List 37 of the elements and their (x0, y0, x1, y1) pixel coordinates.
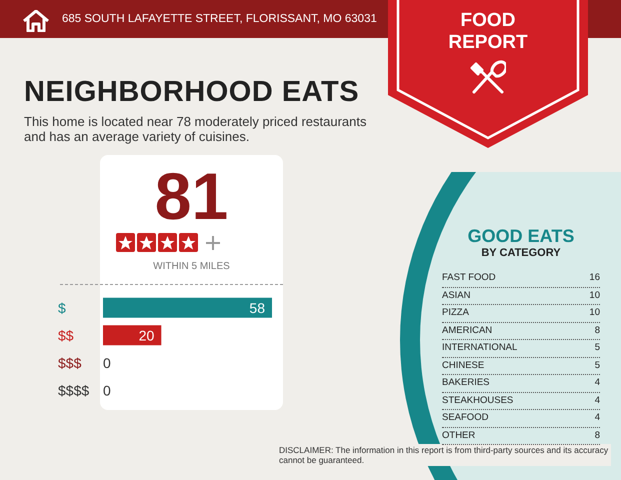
category-label: STEAKHOUSES (442, 394, 514, 408)
data-label: 10 (589, 306, 600, 320)
chart-title: NEIGHBORHOOD EATS (24, 76, 360, 109)
data-label: 8 (594, 428, 600, 442)
y-tick-label: $$ (58, 327, 74, 344)
data-label: 4 (594, 394, 600, 408)
category-label: CHINESE (442, 358, 484, 372)
category-label: SEAFOOD (442, 411, 488, 425)
data-label: 8 (594, 324, 600, 338)
category-label: INTERNATIONAL (442, 341, 518, 355)
text: 685 SOUTH LAFAYETTE STREET, FLORISSANT, MO 63031 (62, 13, 377, 25)
data-label: 20 (138, 327, 154, 344)
category-label: AMERICAN (442, 324, 492, 338)
y-tick-label: $$$ (58, 354, 82, 371)
category-label: BAKERIES (442, 376, 490, 390)
data-label: 0 (103, 382, 111, 398)
category-label: FAST FOOD (442, 271, 496, 285)
data-label: 5 (594, 358, 600, 372)
data-label: 58 (249, 300, 266, 316)
text: WITHIN 5 MILES (152, 261, 231, 272)
data-label: 0 (103, 354, 111, 371)
category-label: ASIAN (442, 288, 471, 302)
text: DISCLAIMER: The information in this report is from third-party sources and its accuracy cannot be guaranteed. (277, 444, 611, 466)
text: GOOD EATS (466, 226, 576, 247)
data-label: 16 (589, 271, 600, 285)
data-label: 4 (594, 411, 600, 425)
data-label: 5 (594, 341, 600, 355)
category-label: OTHER (442, 428, 476, 442)
category-label: PIZZA (442, 306, 469, 320)
text: FOOD REPORT (447, 10, 529, 54)
text: BY CATEGORY (480, 247, 562, 259)
chart-subtitle: This home is located near 78 moderately priced restaurants and has an average variety of cuisines. (24, 114, 368, 144)
data-label: 10 (589, 288, 600, 302)
data-label: 4 (594, 376, 600, 390)
text: 81 (154, 159, 230, 233)
y-tick-label: $ (58, 300, 66, 316)
y-tick-label: $$$$ (58, 382, 90, 398)
